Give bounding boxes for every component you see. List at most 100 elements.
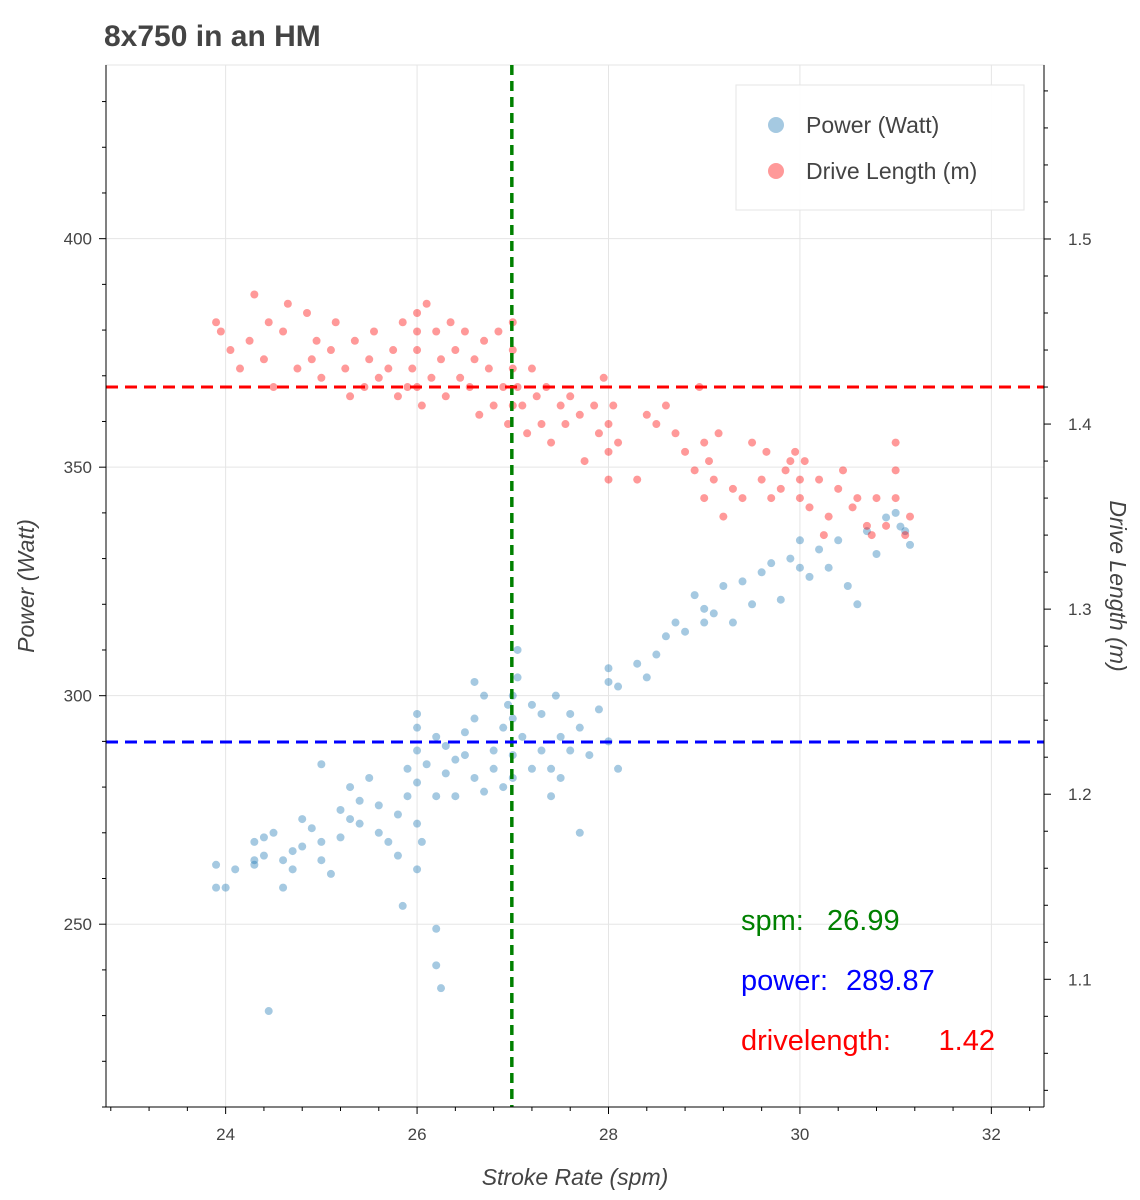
power-point xyxy=(896,522,905,531)
drive-length-point xyxy=(795,475,804,484)
drive-length-point xyxy=(604,420,613,429)
x-tick-label: 30 xyxy=(790,1125,809,1144)
drive-length-point xyxy=(417,401,426,410)
power-point xyxy=(298,842,307,851)
power-point xyxy=(872,550,881,559)
drive-length-point xyxy=(862,521,871,530)
power-point xyxy=(279,856,288,865)
power-point xyxy=(441,741,450,750)
power-point xyxy=(499,783,508,792)
drive-length-point xyxy=(236,364,244,373)
power-point xyxy=(250,856,259,865)
power-point xyxy=(499,723,508,732)
power-point xyxy=(403,792,412,801)
power-point xyxy=(346,783,355,792)
drive-length-point xyxy=(781,466,790,475)
y2-tick-label: 1.4 xyxy=(1068,415,1092,434)
drive-length-point xyxy=(614,438,623,447)
power-point xyxy=(527,764,536,773)
power-point xyxy=(374,828,383,837)
power-point xyxy=(326,869,335,878)
drive-length-point xyxy=(283,299,292,308)
x-tick-label: 32 xyxy=(982,1125,1001,1144)
power-point xyxy=(384,837,393,846)
drive-length-point xyxy=(633,475,642,484)
power-point xyxy=(824,563,833,572)
axes: 24 26 28 30 32 250 300 350 400 1.1 1.2 1.3 1.4 1.5 xyxy=(64,65,1092,1144)
legend: Power (Watt) Drive Length (m) xyxy=(735,84,1025,211)
drive-length-point xyxy=(609,401,618,410)
power-point xyxy=(614,682,623,691)
power-point xyxy=(413,723,422,732)
drive-length-point xyxy=(590,401,599,410)
drive-length-point xyxy=(853,494,862,503)
annotation-power-value: 289.87 xyxy=(846,965,935,997)
drive-length-point xyxy=(795,494,804,503)
drive-length-point xyxy=(422,299,431,308)
drive-length-point xyxy=(580,457,589,466)
power-point xyxy=(776,595,785,604)
power-point xyxy=(575,828,584,837)
drive-length-point xyxy=(259,355,268,364)
drive-length-point xyxy=(824,512,833,521)
drive-length-point xyxy=(709,475,718,484)
drive-length-point xyxy=(384,364,393,373)
drive-length-point xyxy=(494,327,503,336)
power-point xyxy=(441,769,450,778)
drive-length-point xyxy=(226,346,235,355)
power-point xyxy=(393,810,402,819)
drive-length-point xyxy=(901,531,910,540)
drive-length-point xyxy=(317,373,326,382)
power-point xyxy=(566,709,575,718)
drive-length-point xyxy=(451,346,460,355)
reference-lines xyxy=(106,65,1044,1107)
power-point xyxy=(604,664,613,673)
power-point xyxy=(513,645,522,654)
power-point xyxy=(633,659,642,668)
power-point xyxy=(432,732,441,741)
power-point xyxy=(413,709,422,718)
power-point xyxy=(346,815,355,824)
drive-length-point xyxy=(767,494,776,503)
power-point xyxy=(575,723,584,732)
power-point xyxy=(432,961,441,970)
drive-length-point xyxy=(561,420,570,429)
annotation-drivelength-label: drivelength: xyxy=(741,1025,891,1057)
drive-length-point xyxy=(346,392,355,401)
grid xyxy=(106,65,1044,1107)
legend-label-power: Power (Watt) xyxy=(806,112,939,138)
power-point xyxy=(365,773,374,782)
drive-length-point xyxy=(341,364,350,373)
power-point xyxy=(432,924,441,933)
y-tick-label: 300 xyxy=(64,687,92,706)
power-point xyxy=(537,709,546,718)
drive-length-point xyxy=(738,494,747,503)
power-point xyxy=(403,764,412,773)
drive-length-point xyxy=(839,466,847,475)
power-point xyxy=(451,755,460,764)
y2-tick-label: 1.3 xyxy=(1068,600,1092,619)
legend-marker-drive-length xyxy=(768,163,784,179)
x-axis-label: Stroke Rate (spm) xyxy=(482,1164,669,1190)
power-point xyxy=(862,527,871,536)
y-tick-label: 400 xyxy=(64,230,92,249)
power-point xyxy=(843,582,852,590)
power-point xyxy=(891,508,900,517)
power-point xyxy=(451,792,460,801)
power-point xyxy=(259,833,268,842)
power-point xyxy=(604,677,613,686)
power-point xyxy=(460,728,469,737)
drive-length-point xyxy=(370,327,378,336)
legend-box xyxy=(735,84,1025,211)
drive-length-point xyxy=(432,327,441,336)
drive-length-point xyxy=(413,346,422,355)
power-point xyxy=(250,860,259,869)
drive-length-point xyxy=(705,457,713,466)
power-point xyxy=(556,773,565,782)
power-point xyxy=(264,1007,273,1016)
power-point xyxy=(671,618,680,627)
power-point xyxy=(355,796,364,805)
drive-length-point xyxy=(499,383,508,392)
power-point xyxy=(250,837,259,846)
drive-length-point xyxy=(437,355,445,364)
